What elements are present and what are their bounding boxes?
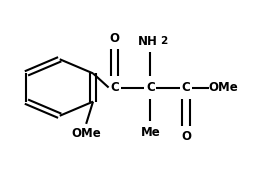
Text: 2: 2 <box>160 36 167 46</box>
Text: C: C <box>110 81 119 94</box>
Text: O: O <box>181 130 191 143</box>
Text: OMe: OMe <box>208 81 238 94</box>
Text: Me: Me <box>140 126 160 139</box>
Text: O: O <box>110 31 120 44</box>
Text: NH: NH <box>138 35 158 48</box>
Text: C: C <box>182 81 191 94</box>
Text: C: C <box>146 81 155 94</box>
Text: OMe: OMe <box>71 128 101 140</box>
